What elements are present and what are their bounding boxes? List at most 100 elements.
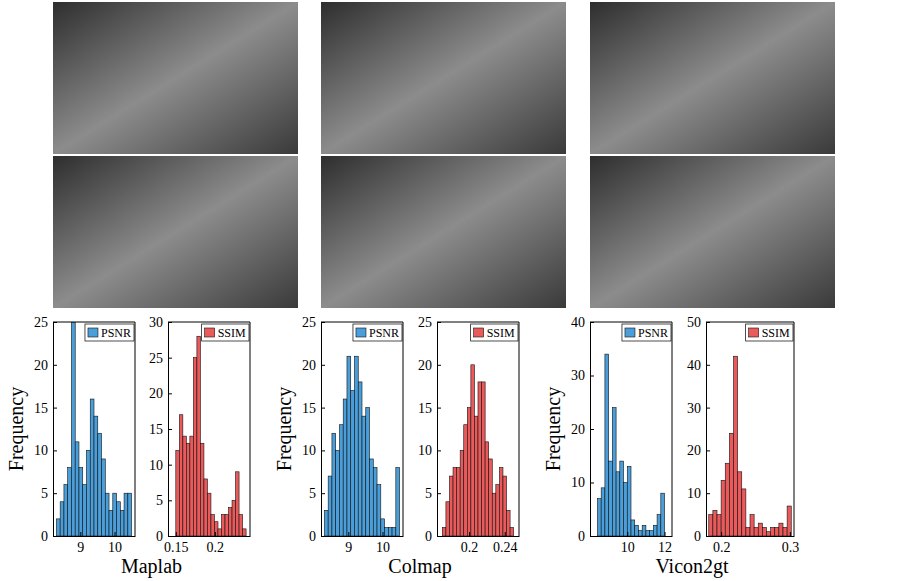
tick: 10 [149, 458, 172, 473]
tick-label: 15 [418, 401, 432, 416]
tick: 20 [418, 358, 441, 373]
bars [597, 354, 664, 536]
tick-mark [321, 493, 325, 494]
tick-label: 25 [418, 315, 432, 330]
tick-mark [168, 429, 172, 430]
x-axis: 910 [54, 532, 136, 555]
x-axis: 1012 [591, 532, 673, 555]
tick-mark [53, 408, 57, 409]
tick: 25 [302, 315, 325, 330]
legend-label: SSIM [218, 326, 246, 340]
frame [590, 322, 672, 323]
tick: 20 [571, 422, 594, 437]
tick: 0.2 [713, 532, 731, 555]
tick-mark [590, 376, 594, 377]
tick: 0 [425, 529, 441, 544]
tick: 15 [149, 422, 172, 437]
tick-mark [168, 536, 172, 537]
bars [56, 322, 131, 536]
legend-box [471, 324, 518, 341]
tick: 5 [156, 493, 172, 508]
x-axis: 0.20.3 [707, 532, 800, 555]
histogram-bar [239, 515, 243, 536]
histogram-bar [113, 493, 117, 536]
tick-label: 10 [621, 540, 635, 555]
tick-mark [706, 365, 710, 366]
tick: 0 [694, 529, 710, 544]
tick-mark [590, 322, 594, 323]
histogram-bar [336, 450, 340, 536]
tick: 40 [571, 315, 594, 330]
histogram-bar [624, 483, 628, 537]
histogram-panel: 9100510152025FrequencyMaplabPSNR [5, 315, 182, 578]
histogram-bar [661, 493, 665, 536]
legend-box [85, 324, 134, 341]
tick-mark [115, 532, 116, 536]
histogram-bar [86, 450, 90, 536]
histogram-bar [236, 472, 240, 536]
tick: 10 [621, 532, 635, 555]
tick: 25 [149, 351, 172, 366]
tick-mark [790, 532, 791, 536]
histogram-bar [396, 468, 400, 536]
histogram-bar [627, 466, 631, 536]
histogram-bar [478, 382, 482, 536]
tick: 20 [34, 358, 57, 373]
photo-placeholder [53, 156, 298, 308]
histogram-bar [79, 468, 83, 536]
histogram-bar [631, 520, 635, 536]
tick: 15 [302, 401, 325, 416]
tick-label: 10 [376, 540, 390, 555]
frame [403, 322, 404, 536]
histogram-bar [366, 408, 370, 536]
tick-mark [53, 493, 57, 494]
histogram-bar [507, 510, 511, 536]
tick-mark [721, 532, 722, 536]
histogram-panel: 9100510152025FrequencyColmapPSNR [273, 315, 452, 578]
tick-mark [706, 408, 710, 409]
tick-mark [321, 450, 325, 451]
histogram-bar [332, 433, 336, 536]
tick-label: 15 [302, 401, 316, 416]
tick-mark [321, 408, 325, 409]
tick-label: 20 [418, 358, 432, 373]
histogram-bar [128, 493, 132, 536]
x-axis: 0.20.24 [438, 532, 520, 555]
histogram-bar [510, 527, 514, 536]
histogram-bar [775, 527, 779, 536]
axis-line [591, 536, 673, 537]
histogram-bar [499, 468, 503, 536]
tick: 5 [41, 486, 57, 501]
histogram-bar [71, 322, 75, 536]
tick-mark [590, 483, 594, 484]
tick-mark [437, 493, 441, 494]
histogram-bar [381, 519, 385, 536]
frame [706, 322, 794, 323]
histogram-bar [771, 527, 775, 536]
legend-swatch [356, 328, 366, 337]
histogram-bar [186, 443, 190, 536]
tick: 0 [578, 529, 594, 544]
histogram-bar [197, 336, 201, 536]
tick: 0 [309, 529, 325, 544]
legend: PSNR [353, 324, 402, 341]
histogram-bar [358, 382, 362, 536]
tick-mark [437, 450, 441, 451]
tick-label: 20 [302, 358, 316, 373]
histogram-bar [489, 459, 493, 536]
histogram-bar [742, 489, 746, 536]
histogram-bar [750, 515, 754, 536]
tick-label: 25 [34, 315, 48, 330]
tick: 25 [34, 315, 57, 330]
histogram-bar [642, 525, 646, 536]
legend-swatch [749, 328, 759, 337]
tick-label: 10 [418, 443, 432, 458]
y-axis-title: Frequency [542, 387, 565, 471]
legend-box [353, 324, 402, 341]
tick: 10 [376, 532, 390, 555]
tick-mark [706, 450, 710, 451]
histogram-bar [221, 515, 225, 536]
tick-label: 40 [687, 358, 701, 373]
histogram-bar [385, 527, 389, 536]
tick: 0.24 [493, 532, 518, 555]
